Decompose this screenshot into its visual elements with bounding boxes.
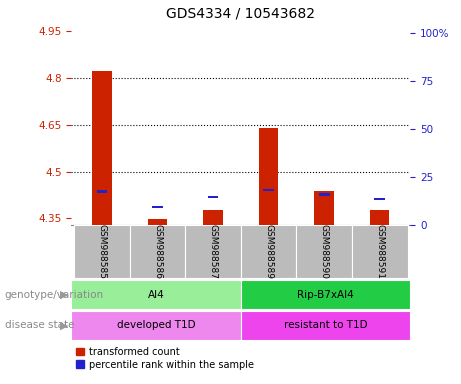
Bar	[241, 225, 296, 278]
Text: ▶: ▶	[60, 320, 68, 331]
Bar	[185, 225, 241, 278]
Bar	[314, 191, 334, 225]
Bar	[374, 198, 385, 200]
Text: GSM988586: GSM988586	[153, 224, 162, 279]
Bar	[352, 225, 408, 278]
Bar	[74, 225, 130, 278]
Text: genotype/variation: genotype/variation	[5, 290, 104, 300]
Bar	[263, 189, 274, 191]
Bar	[241, 311, 410, 340]
Bar	[296, 225, 352, 278]
Text: AI4: AI4	[148, 290, 165, 300]
Bar	[152, 205, 163, 208]
Text: ▶: ▶	[60, 290, 68, 300]
Bar	[259, 128, 278, 225]
Text: GSM988590: GSM988590	[319, 224, 329, 279]
Bar	[71, 280, 241, 309]
Bar	[208, 195, 219, 198]
Text: GSM988589: GSM988589	[264, 224, 273, 279]
Bar	[370, 210, 390, 225]
Bar	[148, 219, 167, 225]
Bar	[203, 210, 223, 225]
Bar	[92, 71, 112, 225]
Bar	[130, 225, 185, 278]
Text: GSM988587: GSM988587	[208, 224, 218, 279]
Bar	[319, 194, 330, 196]
Bar	[97, 190, 107, 193]
Text: resistant to T1D: resistant to T1D	[284, 320, 367, 331]
Text: GSM988585: GSM988585	[98, 224, 106, 279]
Text: disease state: disease state	[5, 320, 74, 331]
Title: GDS4334 / 10543682: GDS4334 / 10543682	[166, 7, 315, 20]
Text: GSM988591: GSM988591	[375, 224, 384, 279]
Legend: transformed count, percentile rank within the sample: transformed count, percentile rank withi…	[77, 347, 254, 369]
Text: developed T1D: developed T1D	[117, 320, 195, 331]
Bar	[241, 280, 410, 309]
Bar	[71, 311, 241, 340]
Text: Rip-B7xAI4: Rip-B7xAI4	[297, 290, 354, 300]
